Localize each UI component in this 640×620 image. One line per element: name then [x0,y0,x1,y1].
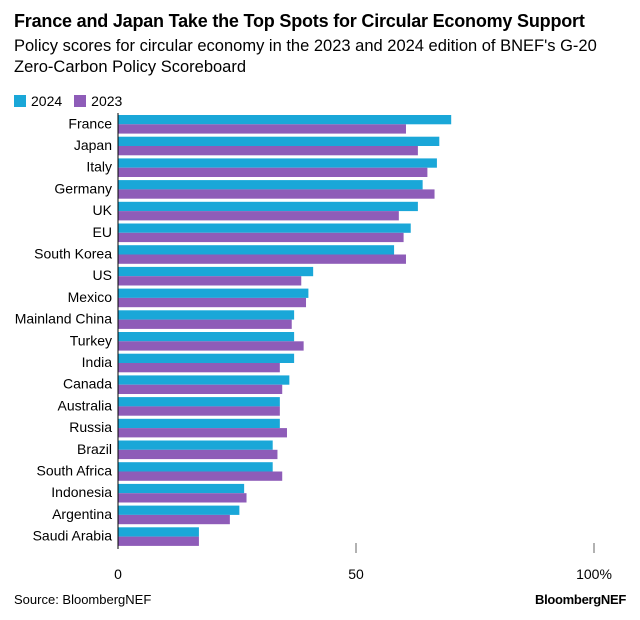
bar-2024-india [118,353,295,363]
category-label-japan: Japan [74,137,112,153]
chart-subtitle: Policy scores for circular economy in th… [14,37,597,76]
bar-2023-saudi-arabia [118,536,199,546]
bar-2023-eu [118,232,404,243]
bar-2023-argentina [118,514,230,525]
category-label-uk: UK [93,202,113,218]
bar-2023-turkey [118,341,304,351]
legend: 2024 2023 [14,92,134,110]
bar-2024-mainland-china [118,310,295,320]
bar-2024-south-africa [118,462,273,472]
bar-2023-mexico [118,297,307,308]
bar-2023-russia [118,428,287,438]
bar-2023-canada [118,384,283,394]
chart-title: France and Japan Take the Top Spots for … [14,11,585,31]
category-label-italy: Italy [86,159,112,175]
x-tick-label-50: 50 [348,566,364,580]
bar-2024-uk [118,201,418,212]
category-label-turkey: Turkey [70,332,112,348]
bar-2024-indonesia [118,483,245,494]
bar-2024-argentina [118,505,240,515]
bar-2024-italy [118,158,437,168]
category-label-south-africa: South Africa [37,463,113,479]
bar-2023-south-korea [118,254,406,264]
bar-2024-brazil [118,440,273,450]
category-label-russia: Russia [69,419,112,435]
bar-2023-japan [118,146,418,156]
bar-2024-saudi-arabia [118,527,199,537]
bar-2023-italy [118,167,428,177]
legend-label-2023: 2023 [91,93,123,109]
brand-logo: BloombergNEF [534,592,626,607]
x-tick-label-100: 100% [576,566,612,580]
x-tick-label-0: 0 [114,566,122,580]
bar-2023-germany [118,189,435,199]
category-label-indonesia: Indonesia [51,484,112,500]
bar-2023-mainland-china [118,319,292,329]
category-label-canada: Canada [63,376,112,392]
category-label-argentina: Argentina [52,506,112,522]
bar-2024-mexico [118,288,309,298]
bar-2023-uk [118,211,399,221]
category-label-india: India [82,354,113,370]
bar-2024-germany [118,180,423,190]
category-label-australia: Australia [58,397,113,413]
bar-2024-canada [118,375,290,385]
bar-2024-russia [118,418,280,429]
legend-item-2024: 2024 [14,93,62,109]
category-label-france: France [68,115,112,131]
bar-2024-australia [118,397,280,407]
bar-2023-south-africa [118,471,283,481]
bar-2023-us [118,276,302,286]
legend-item-2023: 2023 [74,93,122,109]
bar-2024-turkey [118,332,295,342]
category-label-us: US [93,267,112,283]
bar-2024-us [118,266,314,277]
category-label-eu: EU [93,224,112,240]
bar-2023-brazil [118,449,278,460]
bar-2024-japan [118,136,440,146]
legend-swatch-2023 [74,95,87,107]
legend-swatch-2024 [14,95,26,107]
bar-2024-eu [118,223,411,233]
bar-2024-france [118,115,452,125]
category-label-brazil: Brazil [77,441,112,457]
bar-2023-indonesia [118,493,247,503]
bar-2024-south-korea [118,245,395,255]
category-label-saudi-arabia: Saudi Arabia [33,528,113,544]
bar-2023-india [118,363,280,373]
category-label-south-korea: South Korea [34,246,112,262]
category-label-mexico: Mexico [68,289,113,305]
source-note: Source: BloombergNEF [14,592,152,607]
category-label-germany: Germany [54,180,112,196]
bar-2023-australia [118,406,280,416]
legend-label-2024: 2024 [31,93,63,109]
bar-2023-france [118,124,406,134]
category-label-mainland-china: Mainland China [15,311,112,327]
bar-chart: France Japan Italy Germany UK EU South Korea US… [15,113,612,580]
